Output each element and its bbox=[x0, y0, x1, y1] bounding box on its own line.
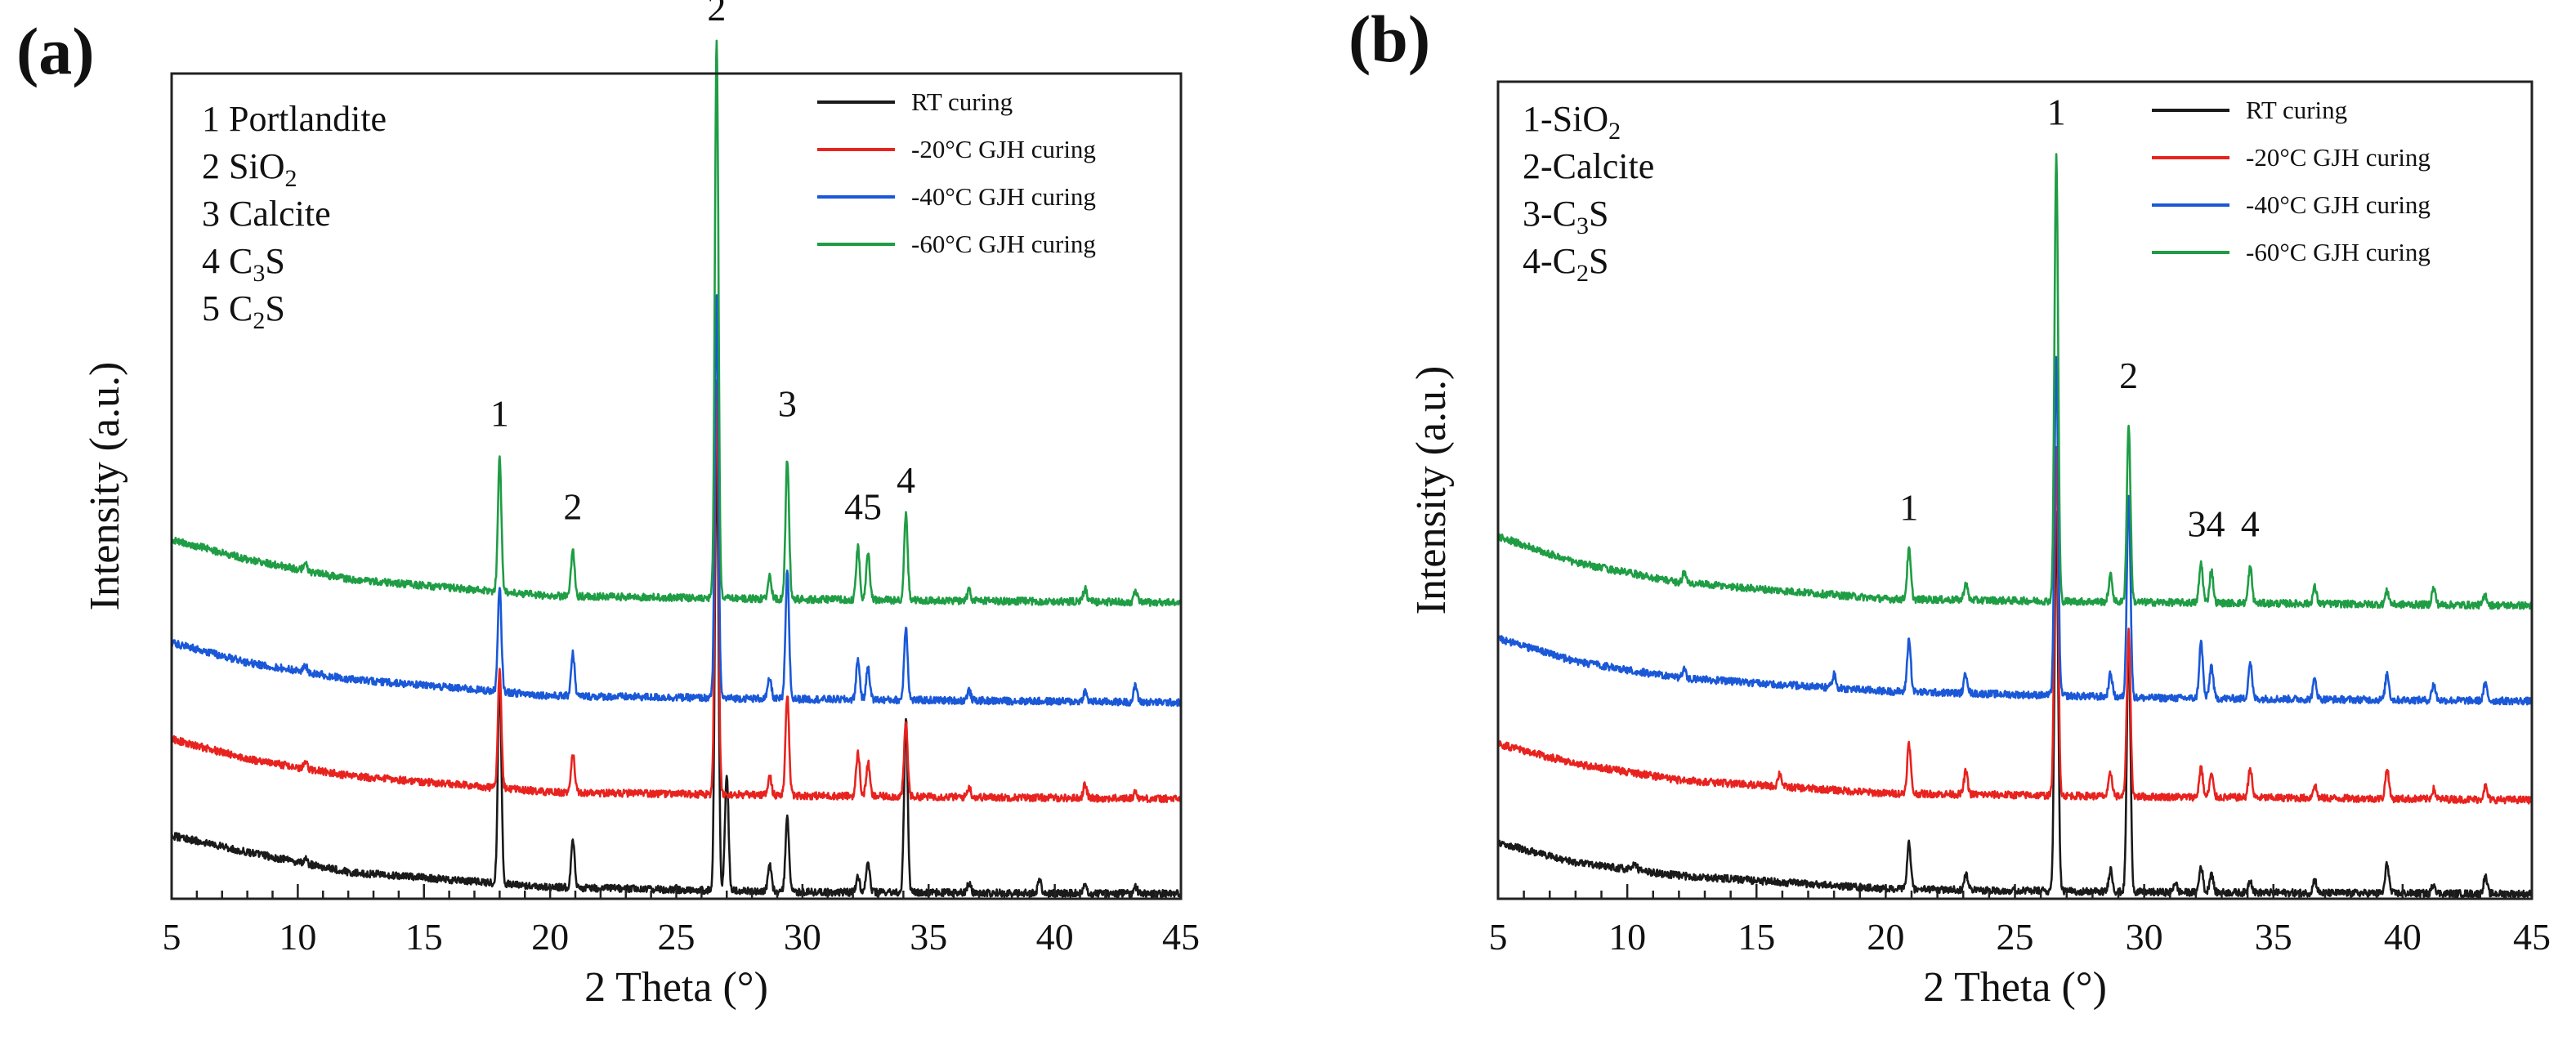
x-tick-label: 20 bbox=[1867, 916, 1904, 958]
panel-label: (b) bbox=[1348, 2, 1430, 76]
x-tick-label: 40 bbox=[1036, 916, 1074, 958]
peak-label: 45 bbox=[844, 486, 882, 528]
peak-label: 1 bbox=[490, 393, 509, 435]
legend-label: -60°C GJH curing bbox=[2246, 238, 2431, 266]
series-line bbox=[1496, 511, 2534, 899]
phase-key-entry: 1 Portlandite bbox=[202, 99, 387, 139]
panel-b: (b) 5 10 15 20 25 30 35 40 45 2 Theta (°) Intensity… bbox=[1348, 2, 2551, 1011]
x-tick-label: 15 bbox=[1737, 916, 1775, 958]
legend-label: RT curing bbox=[911, 87, 1013, 116]
x-tick-label: 25 bbox=[658, 916, 695, 958]
peak-label: 4 bbox=[2241, 502, 2260, 544]
peak-label: 34 bbox=[2188, 502, 2225, 544]
legend-label: -20°C GJH curing bbox=[2246, 143, 2431, 172]
peak-label: 4 bbox=[897, 459, 915, 501]
phase-key-entry: 2 SiO2 bbox=[202, 146, 297, 192]
phase-key-entry: 1-SiO2 bbox=[1523, 99, 1621, 145]
legend-label: -40°C GJH curing bbox=[911, 182, 1096, 211]
phase-key-entry: 4 C3S bbox=[202, 241, 285, 287]
x-axis-label: 2 Theta (°) bbox=[1923, 964, 2107, 1011]
phase-key-entry: 3 Calcite bbox=[202, 194, 331, 234]
x-tick-label: 35 bbox=[2255, 916, 2292, 958]
x-tick-label: 45 bbox=[2513, 916, 2551, 958]
panel-a: (a) 5 10 15 20 25 30 35 40 45 2 Theta (°) Intensity… bbox=[16, 0, 1200, 1011]
phase-key-entry: 4-C2S bbox=[1523, 241, 1608, 287]
series-line bbox=[170, 379, 1182, 804]
peak-label: 1 bbox=[2047, 91, 2066, 132]
x-tick-label: 20 bbox=[531, 916, 569, 958]
x-tick-label: 25 bbox=[1997, 916, 2034, 958]
x-tick-label: 10 bbox=[279, 916, 316, 958]
y-axis-label: Intensity (a.u.) bbox=[82, 362, 128, 611]
x-tick-label: 30 bbox=[784, 916, 821, 958]
phase-key-entry: 2-Calcite bbox=[1523, 146, 1654, 186]
legend-label: RT curing bbox=[2246, 96, 2347, 124]
panel-label: (a) bbox=[16, 14, 95, 88]
series-line bbox=[170, 439, 1183, 899]
x-tick-label: 15 bbox=[405, 916, 443, 958]
peak-label: 2 bbox=[2119, 355, 2138, 396]
x-tick-label: 40 bbox=[2384, 916, 2422, 958]
x-tick-label: 35 bbox=[910, 916, 947, 958]
phase-key-entry: 3-C3S bbox=[1523, 194, 1608, 239]
peak-label: 3 bbox=[778, 382, 797, 424]
series-line bbox=[1496, 355, 2534, 706]
series-line bbox=[170, 294, 1183, 708]
peak-label: 2 bbox=[563, 486, 582, 528]
series-line bbox=[1496, 445, 2534, 805]
peak-label: 2 bbox=[707, 0, 726, 29]
x-axis-label: 2 Theta (°) bbox=[584, 964, 768, 1011]
series-line bbox=[1497, 153, 2533, 610]
legend-label: -60°C GJH curing bbox=[911, 230, 1096, 258]
x-tick-label: 5 bbox=[163, 916, 181, 958]
x-tick-label: 5 bbox=[1489, 916, 1508, 958]
peak-label: 1 bbox=[1899, 486, 1918, 528]
phase-key-entry: 5 C2S bbox=[202, 288, 285, 334]
x-tick-label: 45 bbox=[1162, 916, 1200, 958]
x-tick-label: 10 bbox=[1608, 916, 1646, 958]
legend-label: -40°C GJH curing bbox=[2246, 190, 2431, 219]
y-axis-label: Intensity (a.u.) bbox=[1408, 366, 1455, 615]
legend-label: -20°C GJH curing bbox=[911, 135, 1096, 163]
x-tick-label: 30 bbox=[2126, 916, 2163, 958]
series-line bbox=[170, 39, 1182, 607]
